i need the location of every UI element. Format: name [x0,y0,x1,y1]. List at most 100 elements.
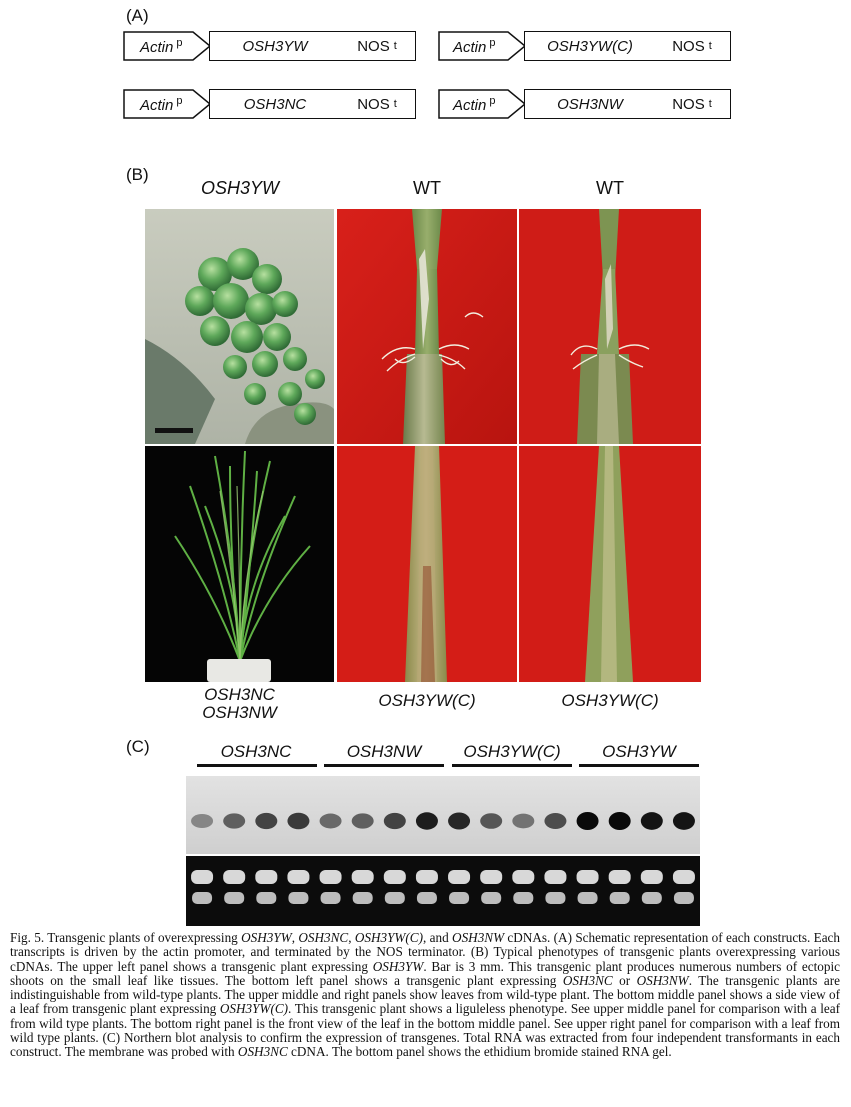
photo-transgenic-leaf-front [519,446,701,682]
blot-group-osh3nw: OSH3NW [346,742,422,761]
photo-wt-leaf-side [337,209,517,444]
gel-band-28s [351,870,374,884]
gene-box: OSH3YW(C) [524,31,656,61]
blot-band [255,812,278,830]
photo-whole-plant [145,446,334,682]
construct-osh3yw: Actin p OSH3YW NOS t [123,31,417,61]
caption-text: , [348,930,355,945]
promoter-sup: p [489,37,496,49]
photo-ectopic-shoots [145,209,334,444]
caption-gene: OSH3NW [636,972,689,988]
blot-group-osh3yw: OSH3YW [602,742,676,761]
blot-group-line [324,764,444,767]
caption-text: , [291,930,299,945]
terminator-sup: t [708,98,712,110]
gel-band-18s [449,892,470,904]
panel-b-label: (B) [126,165,149,184]
blot-group-line [197,764,317,767]
terminator-label: NOS [357,37,390,55]
label-osh3yw-c-middle: OSH3YW(C) [378,691,476,710]
gel-band-18s [288,892,309,904]
gel-band-28s [576,870,599,884]
northern-blot-membrane [186,776,700,854]
blot-band [640,812,663,830]
gene-box: OSH3NC [209,89,341,119]
photo-transgenic-leaf-side [337,446,517,682]
gel-band-28s [640,870,663,884]
blot-band [608,812,631,830]
caption-gene: OSH3NC [237,1044,288,1060]
caption-text: or [612,972,637,988]
panel-a-label: (A) [126,6,149,25]
construct-osh3nw: Actin p OSH3NW NOS t [438,89,732,119]
promoter-label: Actin [140,39,174,56]
gel-band-18s [384,892,405,904]
gel-band-28s [415,870,438,884]
terminator-box: NOS t [654,89,731,119]
label-osh3nc: OSH3NC [204,685,275,704]
terminator-box: NOS t [339,31,416,61]
etbr-gel [186,856,700,926]
promoter-sup: p [176,37,183,49]
gel-band-18s [545,892,566,904]
caption-fig-label: Fig. 5. [10,930,45,945]
gel-band-28s [448,870,471,884]
terminator-sup: t [393,98,397,110]
terminator-label: NOS [357,95,390,113]
blot-band [672,812,695,830]
gene-box: OSH3YW [209,31,341,61]
blot-band [319,813,342,829]
blot-group-line [452,764,572,767]
gel-band-28s [287,870,310,884]
gene-box: OSH3NW [524,89,656,119]
caption-text: cDNAs. (A) Schematic representation of e… [10,930,840,974]
figure-caption: Fig. 5. Transgenic plants of overexpress… [10,930,840,1060]
caption-gene: OSH3YW(C) [219,1001,289,1017]
caption-gene: OSH3YW(C) [354,930,423,945]
construct-osh3nc: Actin p OSH3NC NOS t [123,89,417,119]
terminator-label: NOS [672,95,705,113]
gel-band-28s [544,870,567,884]
blot-band [287,812,310,830]
caption-text: . The transgenic plants are indistinguis… [10,972,840,1017]
caption-gene: OSH3NW [452,930,505,945]
gel-band-18s [256,892,277,904]
label-osh3nc-osh3nw: OSH3NC OSH3NW [145,686,334,722]
gel-band-18s [416,892,437,904]
blot-band [448,812,471,830]
caption-gene: OSH3NC [562,972,613,988]
terminator-box: NOS t [339,89,416,119]
caption-text: . Bar is 3 mm. This transgenic plant pro… [10,958,840,988]
caption-gene: OSH3YW [372,958,424,974]
gel-band-28s [255,870,278,884]
gel-band-18s [224,892,245,904]
terminator-box: NOS t [654,31,731,61]
gel-band-18s [320,892,341,904]
terminator-sup: t [708,40,712,52]
blot-band [191,813,214,829]
blot-band [223,813,246,829]
label-osh3yw-c-right: OSH3YW(C) [561,691,659,710]
gel-band-18s [192,892,213,904]
blot-band [576,812,599,830]
gel-band-28s [608,870,631,884]
promoter-sup: p [489,95,496,107]
terminator-label: NOS [672,37,705,55]
panel-c-label: (C) [126,737,150,756]
promoter-label: Actin [140,97,174,114]
blot-band [480,813,503,829]
promoter-arrow [438,89,526,119]
gel-band-28s [191,870,214,884]
column-header-middle: WT [413,178,441,198]
column-header-left: OSH3YW [200,178,279,198]
photo-wt-leaf-front [519,209,701,444]
caption-gene: OSH3NC [298,930,349,945]
caption-text: Transgenic plants of overexpressing [47,930,242,945]
gel-band-28s [383,870,406,884]
gel-band-28s [319,870,342,884]
caption-text: . This transgenic plant shows a ligulele… [10,1001,840,1060]
construct-osh3yw-c: Actin p OSH3YW(C) NOS t [438,31,732,61]
promoter-label: Actin [453,39,487,56]
gel-band-18s [513,892,534,904]
promoter-arrow [123,89,211,119]
